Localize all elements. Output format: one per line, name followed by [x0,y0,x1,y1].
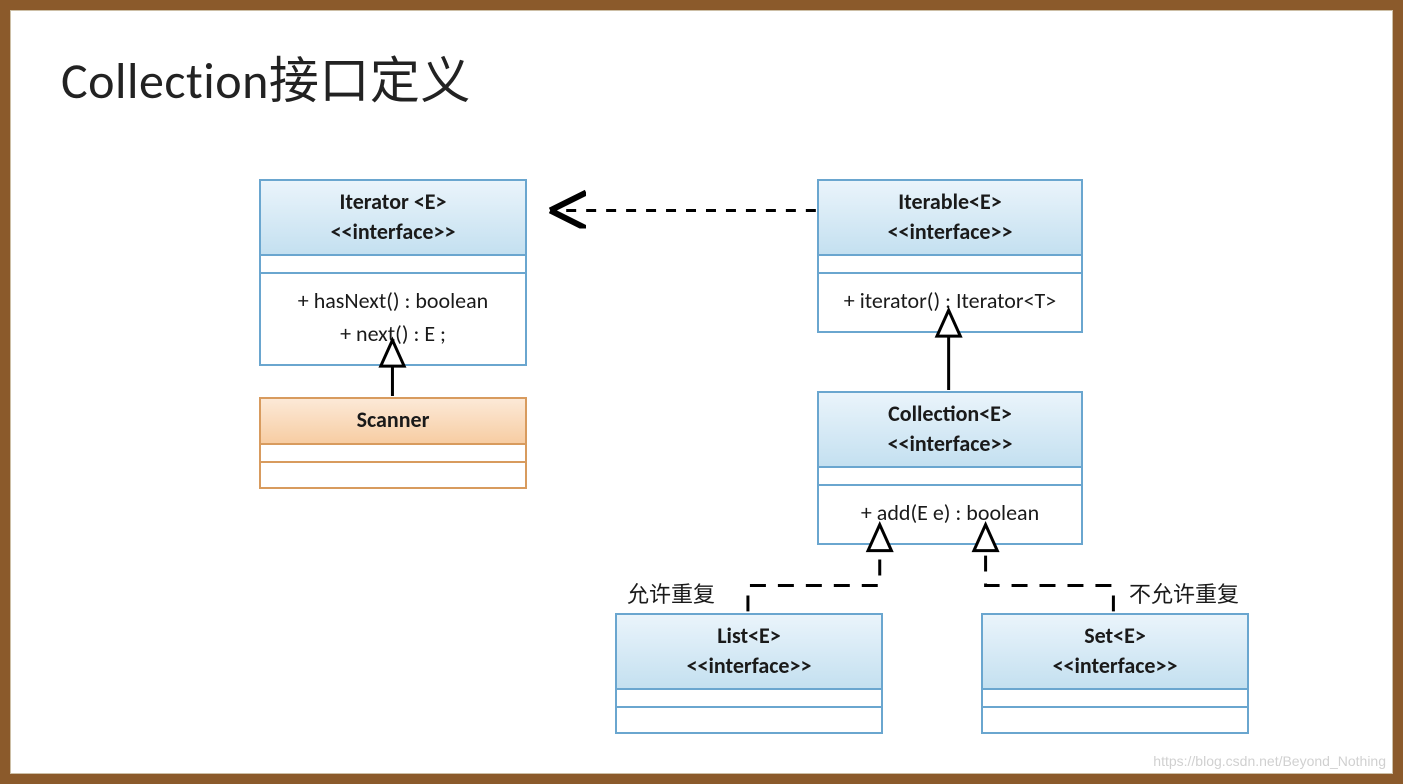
edge-label-list: 允许重复 [627,577,715,609]
uml-header: Collection<E> <<interface>> [819,393,1081,468]
uml-header: Set<E> <<interface>> [983,615,1247,690]
uml-set-interface: Set<E> <<interface>> [981,613,1249,734]
uml-method: + add(E e) : boolean [831,496,1069,529]
edge-label-set: 不允许重复 [1129,577,1239,609]
uml-name: Collection<E> [829,399,1071,429]
uml-methods [617,708,881,732]
uml-iterable-interface: Iterable<E> <<interface>> + iterator() :… [817,179,1083,333]
uml-list-interface: List<E> <<interface>> [615,613,883,734]
uml-attr-section [261,256,525,274]
uml-methods [261,463,525,487]
diagram-canvas: Iterator <E> <<interface>> + hasNext() :… [11,11,1392,773]
uml-methods: + iterator() : Iterator<T> [819,274,1081,331]
uml-stereotype: <<interface>> [627,651,871,681]
uml-name: Set<E> [993,621,1237,651]
uml-attr-section [261,445,525,463]
uml-attr-section [617,690,881,708]
uml-stereotype: <<interface>> [829,429,1071,459]
uml-method: + iterator() : Iterator<T> [831,284,1069,317]
uml-methods [983,708,1247,732]
uml-name: Iterable<E> [829,187,1071,217]
uml-method: + hasNext() : boolean [273,284,513,317]
uml-stereotype: <<interface>> [271,217,515,247]
uml-name: Iterator <E> [271,187,515,217]
uml-methods: + hasNext() : boolean + next() : E ; [261,274,525,364]
uml-name: List<E> [627,621,871,651]
uml-header: Iterable<E> <<interface>> [819,181,1081,256]
uml-method: + next() : E ; [273,317,513,350]
uml-scanner-class: Scanner [259,397,527,489]
uml-methods: + add(E e) : boolean [819,486,1081,543]
uml-stereotype: <<interface>> [993,651,1237,681]
uml-stereotype: <<interface>> [829,217,1071,247]
uml-attr-section [819,468,1081,486]
uml-attr-section [983,690,1247,708]
uml-header: List<E> <<interface>> [617,615,881,690]
slide-frame: Collection接口定义 Iterator <E> <<interface>… [10,10,1393,774]
uml-iterator-interface: Iterator <E> <<interface>> + hasNext() :… [259,179,527,366]
uml-name: Scanner [271,405,515,435]
uml-collection-interface: Collection<E> <<interface>> + add(E e) :… [817,391,1083,545]
uml-header: Iterator <E> <<interface>> [261,181,525,256]
uml-attr-section [819,256,1081,274]
watermark-text: https://blog.csdn.net/Beyond_Nothing [1153,753,1386,769]
uml-header: Scanner [261,399,525,445]
